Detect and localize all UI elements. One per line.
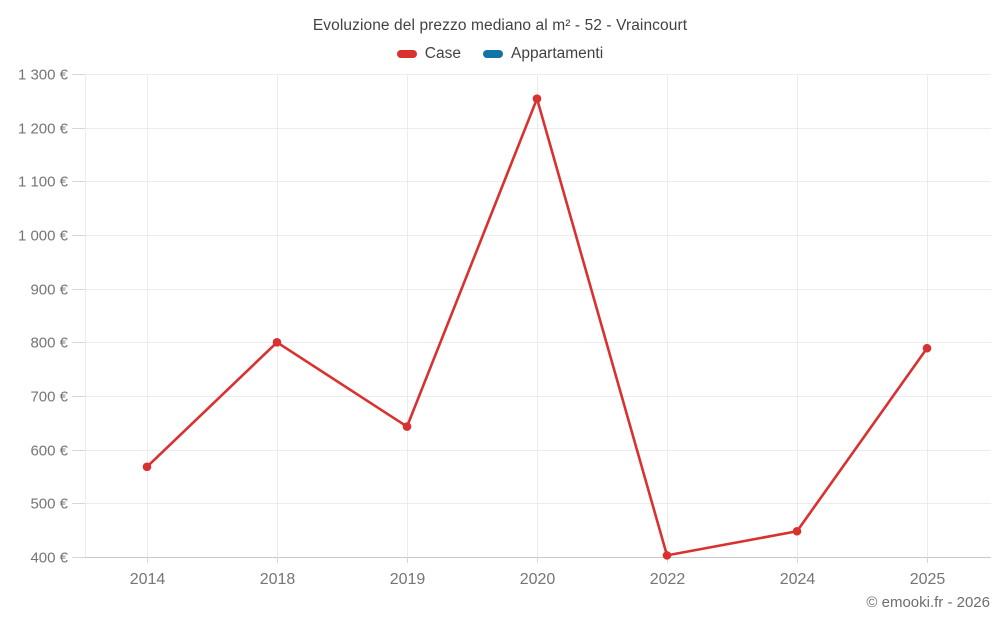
data-point-case-2018[interactable] [272, 338, 282, 347]
ytick-label-1100: 1 100 € [18, 173, 69, 190]
ytick-label-1200: 1 200 € [18, 120, 69, 137]
xtick-label-2022: 2022 [650, 571, 686, 588]
data-point-case-2014[interactable] [142, 462, 152, 472]
ytick-label-600: 600 € [30, 442, 68, 459]
data-point-case-2025[interactable] [922, 343, 932, 353]
ytick-label-900: 900 € [30, 281, 68, 298]
ytick-label-1000: 1 000 € [18, 227, 69, 244]
ytick-label-400: 400 € [30, 549, 68, 566]
xtick-label-2020: 2020 [520, 571, 556, 588]
xtick-label-2018: 2018 [260, 571, 296, 588]
legend-swatch-appartamenti [482, 50, 503, 58]
data-point-case-2020[interactable] [532, 94, 542, 103]
legend-item-appartamenti[interactable]: Appartamenti [482, 45, 604, 63]
legend-item-case[interactable]: Case [396, 45, 461, 63]
legend-label-case: Case [424, 45, 461, 62]
legend-swatch-case [396, 50, 417, 58]
data-point-case-2024[interactable] [792, 526, 802, 536]
legend-label-appartamenti: Appartamenti [510, 45, 604, 62]
xtick-label-2025: 2025 [910, 571, 946, 588]
xtick-label-2014: 2014 [130, 571, 166, 588]
ytick-label-1300: 1 300 € [18, 66, 69, 83]
ytick-label-800: 800 € [30, 334, 68, 351]
xtick-label-2024: 2024 [780, 571, 816, 588]
ytick-label-700: 700 € [30, 388, 68, 405]
legend: Case Appartamenti [0, 45, 1000, 63]
chart-title: Evoluzione del prezzo mediano al m² - 52… [312, 17, 688, 34]
xtick-label-2019: 2019 [390, 571, 426, 588]
copyright: © emooki.fr - 2026 [866, 594, 990, 611]
ytick-label-500: 500 € [30, 495, 68, 512]
data-point-case-2022[interactable] [662, 551, 672, 560]
data-point-case-2019[interactable] [402, 422, 412, 431]
